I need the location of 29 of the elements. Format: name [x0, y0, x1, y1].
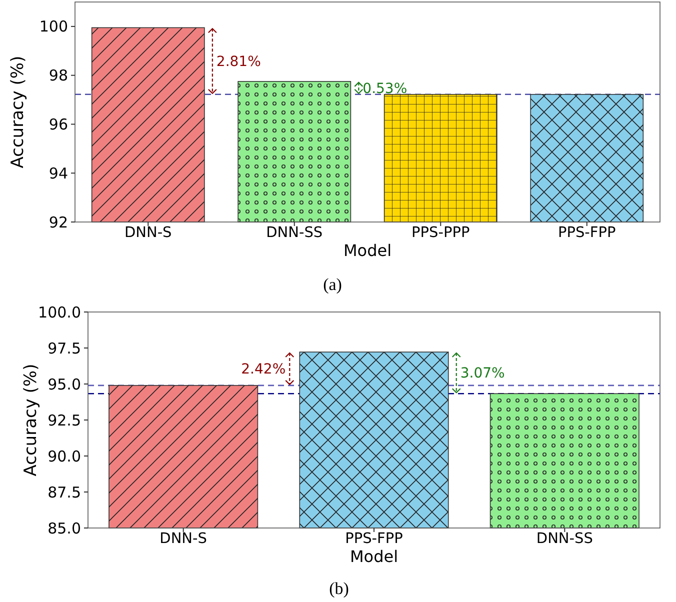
y-tick-label: 98	[48, 66, 68, 85]
x-tick-label: PPS-FPP	[345, 531, 404, 547]
y-axis-title: Accuracy (%)	[8, 56, 28, 168]
annotation: 2.42%	[241, 362, 286, 378]
y-tick-label: 96	[48, 115, 68, 134]
annotation: 2.81%	[216, 54, 261, 70]
x-tick-label: DNN-SS	[536, 531, 593, 547]
y-tick-label: 90.0	[48, 447, 81, 466]
x-axis-title: Model	[350, 547, 398, 566]
x-tick-label: PPS-FPP	[558, 225, 616, 241]
text: (b)	[329, 579, 349, 598]
annotation: 3.07%	[460, 366, 505, 382]
y-tick-label: 85.0	[48, 519, 81, 538]
y-tick-label: 92	[48, 213, 68, 232]
x-tick-label: DNN-S	[160, 531, 207, 547]
y-tick-label: 100	[39, 18, 68, 36]
y-tick-label: 92.5	[48, 411, 81, 430]
y-tick-label: 100.0	[38, 303, 81, 322]
x-tick-label: PPS-PPP	[412, 225, 470, 241]
y-tick-label: 97.5	[48, 339, 81, 358]
x-tick-label: DNN-SS	[266, 225, 323, 241]
y-tick-label: 87.5	[48, 483, 81, 502]
y-tick-label: 94	[48, 164, 68, 182]
x-tick-label: DNN-S	[124, 225, 172, 241]
annotation: 0.53%	[362, 80, 408, 97]
y-tick-label: 95.0	[48, 375, 81, 394]
x-axis-title: Model	[343, 241, 392, 260]
y-axis-title: Accuracy (%)	[21, 364, 41, 476]
text: (a)	[323, 275, 342, 294]
